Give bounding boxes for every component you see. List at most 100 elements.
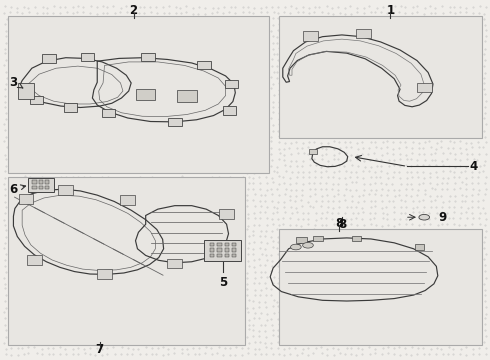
Point xyxy=(480,239,488,244)
Point xyxy=(166,239,174,244)
Point xyxy=(468,298,476,304)
Point xyxy=(161,140,169,146)
Point xyxy=(458,340,466,346)
Point xyxy=(12,28,20,33)
Point xyxy=(415,280,423,286)
Point xyxy=(196,152,204,157)
Point xyxy=(142,116,149,122)
Point xyxy=(397,93,405,98)
Point xyxy=(128,175,136,181)
Point xyxy=(428,262,436,268)
Point xyxy=(462,146,470,152)
Point xyxy=(55,280,63,286)
Point xyxy=(220,180,228,185)
FancyBboxPatch shape xyxy=(309,149,317,154)
Point xyxy=(24,152,32,157)
Point xyxy=(384,69,392,75)
Point xyxy=(257,109,265,115)
Point xyxy=(306,327,314,333)
Point xyxy=(7,75,15,81)
Point xyxy=(128,3,136,9)
Point xyxy=(245,211,252,217)
Point xyxy=(409,139,416,145)
Point xyxy=(286,351,294,356)
Point xyxy=(103,285,111,291)
FancyBboxPatch shape xyxy=(32,186,37,189)
Point xyxy=(408,244,416,250)
Point xyxy=(79,51,87,57)
Point xyxy=(415,216,423,221)
Point xyxy=(49,210,56,215)
Point xyxy=(1,210,9,216)
Point xyxy=(147,151,154,157)
Point xyxy=(153,287,161,292)
Point xyxy=(123,216,131,222)
Point xyxy=(462,274,469,280)
Point xyxy=(280,115,288,121)
Point xyxy=(470,157,478,162)
Point xyxy=(377,239,385,245)
Point xyxy=(250,144,258,150)
Point xyxy=(32,32,40,38)
Point xyxy=(432,69,440,75)
Point xyxy=(371,310,379,316)
Point xyxy=(63,9,71,15)
Point xyxy=(287,339,295,345)
Text: 7: 7 xyxy=(96,343,104,356)
Point xyxy=(324,285,332,291)
Point xyxy=(55,116,63,121)
Point xyxy=(263,16,270,22)
Point xyxy=(238,246,246,252)
Point xyxy=(274,57,282,63)
Point xyxy=(274,128,282,134)
Point xyxy=(256,216,264,221)
Point xyxy=(449,298,457,304)
Point xyxy=(408,39,416,45)
Point xyxy=(446,168,454,174)
Point xyxy=(202,80,210,85)
Point xyxy=(426,86,434,92)
Point xyxy=(415,181,423,187)
Point xyxy=(177,127,185,133)
Point xyxy=(122,116,130,122)
Point xyxy=(140,175,147,181)
Point xyxy=(20,309,28,315)
Point xyxy=(164,75,172,81)
Point xyxy=(172,4,180,10)
Point xyxy=(176,28,184,33)
Point xyxy=(420,322,428,328)
Point xyxy=(293,163,301,168)
FancyBboxPatch shape xyxy=(232,243,236,246)
Point xyxy=(176,316,184,322)
Point xyxy=(468,104,476,110)
Point xyxy=(282,93,290,99)
Point xyxy=(67,127,75,132)
Point xyxy=(31,4,39,10)
Point xyxy=(19,98,27,104)
Point xyxy=(239,40,246,45)
Point xyxy=(304,216,312,222)
Point xyxy=(439,45,447,51)
Point xyxy=(342,315,349,321)
Point xyxy=(141,45,148,50)
Point xyxy=(79,305,87,310)
Point xyxy=(129,92,137,98)
Point xyxy=(159,15,167,21)
Point xyxy=(384,222,392,228)
Point xyxy=(360,333,368,338)
Point xyxy=(154,56,162,62)
Point xyxy=(287,193,294,199)
Point xyxy=(469,39,477,45)
Point xyxy=(408,92,416,98)
Point xyxy=(93,345,100,351)
Point xyxy=(20,351,28,357)
Point xyxy=(324,128,332,134)
Point xyxy=(257,33,265,39)
Point xyxy=(183,15,191,21)
Point xyxy=(330,257,338,263)
Point xyxy=(372,174,380,180)
Point xyxy=(251,192,259,197)
Point xyxy=(420,285,428,291)
Point xyxy=(69,134,76,140)
Point xyxy=(57,99,65,105)
